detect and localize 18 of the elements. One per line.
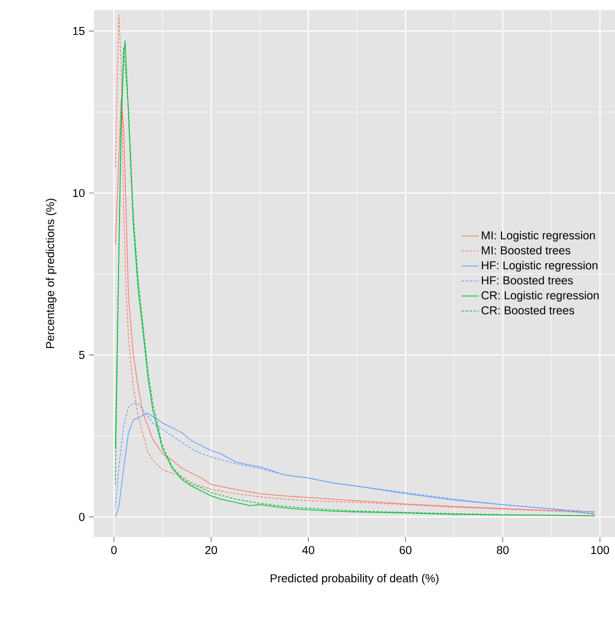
x-tick-label: 0 <box>111 546 117 554</box>
x-tick-label: 100 <box>591 546 610 554</box>
legend-label: HF: Boosted trees <box>482 276 573 284</box>
legend-label: CR: Logistic regression <box>482 290 599 302</box>
y-tick-label: 15 <box>73 27 85 36</box>
legend-label: MI: Logistic regression <box>482 230 595 242</box>
legend-label: HF: Logistic regression <box>482 260 598 272</box>
x-tick-label: 20 <box>205 546 218 554</box>
y-tick-label: 0 <box>79 512 85 521</box>
x-tick-label: 80 <box>496 546 509 554</box>
y-tick-label: 5 <box>79 350 85 359</box>
legend-label: CR: Boosted trees <box>482 306 574 314</box>
legend-label: MI: Boosted trees <box>482 246 570 254</box>
x-tick-label: 40 <box>302 546 314 554</box>
y-tick-label: 10 <box>73 188 85 198</box>
y-axis-title: Percentage of predictions (%) <box>46 198 56 348</box>
x-axis-title: Predicted probability of death (%) <box>270 574 438 585</box>
x-tick-label: 60 <box>400 546 412 554</box>
